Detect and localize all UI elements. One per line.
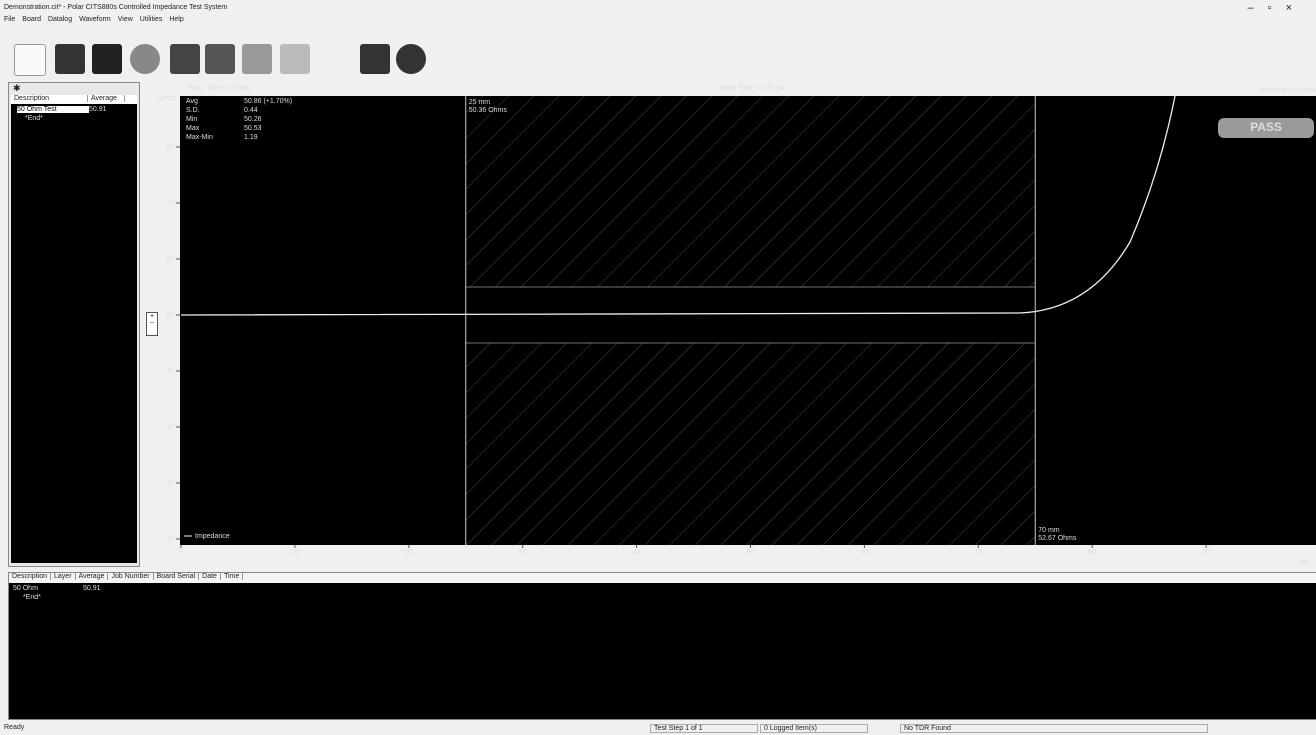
x-tick-label: 20 (405, 549, 413, 556)
result-row: *End* (11, 594, 1315, 603)
list-row[interactable]: 50 Ohm Test 50.91 (13, 106, 135, 115)
column-header: Average (76, 573, 109, 580)
delta-time: Delta Time = 0.51 ns (720, 85, 785, 92)
x-tick-label: 70 (974, 549, 982, 556)
save-icon[interactable] (92, 44, 122, 74)
distance: Distance = 50 mm (1259, 87, 1316, 94)
cursor-right-label: 70 mm (1038, 527, 1060, 534)
panel-toolbar: ✱ (13, 83, 21, 93)
x-tick-label: 90 (1202, 549, 1210, 556)
column-header: Job Number (108, 573, 154, 580)
result-row: 50 Ohm 50.91 (11, 585, 1315, 594)
y-tick-label: 10 (166, 536, 174, 543)
menu-item[interactable]: Board (22, 16, 41, 23)
column-header: Date (199, 573, 221, 580)
cursor-left-label: 25 mm (469, 99, 491, 106)
stat-value: 50.53 (244, 125, 262, 132)
menu-item[interactable]: File (4, 16, 16, 23)
x-tick-label: 40 (633, 549, 641, 556)
stat-value: 0.44 (244, 107, 258, 114)
column-header: Time (221, 573, 244, 580)
y-tick-label: 50 (166, 312, 174, 319)
window-controls[interactable]: –▫× (1247, 2, 1306, 14)
y-tick-label: 40 (166, 368, 174, 375)
results-list: 50 Ohm 50.91 *End* (9, 583, 1316, 605)
zoom-control[interactable]: + − (146, 312, 158, 336)
legend-label: Impedance (195, 533, 230, 540)
row-description: *End* (23, 594, 41, 601)
list-row[interactable]: *End* (13, 115, 135, 124)
row-description: 50 Ohm Test (17, 106, 89, 113)
status-field: 0 Logged Item(s) (760, 724, 868, 733)
status-field: Test Step 1 of 1 (650, 724, 758, 733)
report-icon[interactable] (242, 44, 272, 74)
open-icon[interactable] (55, 44, 85, 74)
stat-value: 50.26 (244, 116, 262, 123)
status-field: No TDR Found (900, 724, 1208, 733)
status-field: Ready (4, 724, 25, 731)
waveform-plot: 10 20 30 40 50 60 70 80 0 10 20 30 40 50 60 70 80 90 mm Ohm… (158, 85, 1316, 566)
y-tick-label: 80 (166, 144, 174, 151)
menu-item[interactable]: Datalog (47, 16, 73, 23)
settings-icon[interactable] (130, 44, 160, 74)
probe-icon[interactable] (170, 44, 200, 74)
prop-time: Prop. Time = 0.25ns (188, 85, 251, 92)
x-tick-label: 10 (291, 549, 299, 556)
menu-item[interactable]: View (117, 16, 133, 23)
hatch-upper (465, 96, 1036, 287)
hatch-lower (465, 343, 1036, 545)
row-average: 50.91 (89, 106, 107, 113)
row-description: 50 Ohm (13, 585, 38, 592)
column-header: Average (88, 95, 125, 102)
x-unit: mm (1298, 559, 1310, 566)
results-panel: Description Layer Average Job Number Board S… (8, 572, 1316, 720)
x-tick-label: 60 (861, 549, 869, 556)
cursor-right-label: 52.67 Ohms (1038, 535, 1077, 542)
x-tick-label: 80 (1088, 549, 1096, 556)
window-title: Demonstration.cit* - Polar CITS880s Cont… (4, 4, 228, 11)
menu-item[interactable]: Utilities (139, 16, 163, 23)
stat-name: Max (186, 125, 200, 132)
column-header: Description (11, 95, 88, 102)
y-unit: Ohms (158, 95, 177, 102)
x-tick-label: 50 (747, 549, 755, 556)
stat-name: S.D. (186, 107, 200, 114)
left-headers: Description Average (11, 95, 137, 104)
menu-item[interactable]: Help (169, 16, 184, 23)
x-tick-label: 30 (519, 549, 527, 556)
y-tick-label: 70 (166, 200, 174, 207)
y-tick-label: 30 (166, 424, 174, 431)
pass-text: PASS (1250, 120, 1282, 134)
waveform (180, 95, 1176, 316)
stat-value: 50.86 (+1.70%) (244, 98, 292, 105)
y-tick-label: 60 (166, 256, 174, 263)
pass-badge (1218, 118, 1314, 138)
stat-name: Min (186, 116, 197, 123)
row-average: 50.91 (83, 585, 101, 592)
stat-name: Avg (186, 98, 198, 105)
stat-value: 1.19 (244, 134, 258, 141)
column-header: Layer (51, 573, 76, 580)
y-tick-label: 20 (166, 480, 174, 487)
row-description: *End* (25, 115, 43, 122)
left-panel: ✱ Description Average 50 Ohm Test 50.91 *En… (8, 82, 140, 567)
menu-bar: File Board Datalog Waveform View Utilities Hel… (4, 16, 191, 23)
column-header: Board Serial (154, 573, 200, 580)
device-icon[interactable] (360, 44, 390, 74)
left-list: 50 Ohm Test 50.91 *End* (11, 104, 137, 563)
results-headers: Description Layer Average Job Number Board S… (9, 573, 1316, 583)
column-header: Description (9, 573, 52, 580)
menu-item[interactable]: Waveform (79, 16, 111, 23)
stat-name: Max-Min (186, 134, 213, 141)
web-icon[interactable] (396, 44, 426, 74)
x-tick-label: 0 (179, 549, 183, 556)
print-icon[interactable] (205, 44, 235, 74)
cursor-left-label: 50.36 Ohms (469, 107, 508, 114)
new-icon[interactable] (14, 44, 46, 76)
tool-icon[interactable] (280, 44, 310, 74)
